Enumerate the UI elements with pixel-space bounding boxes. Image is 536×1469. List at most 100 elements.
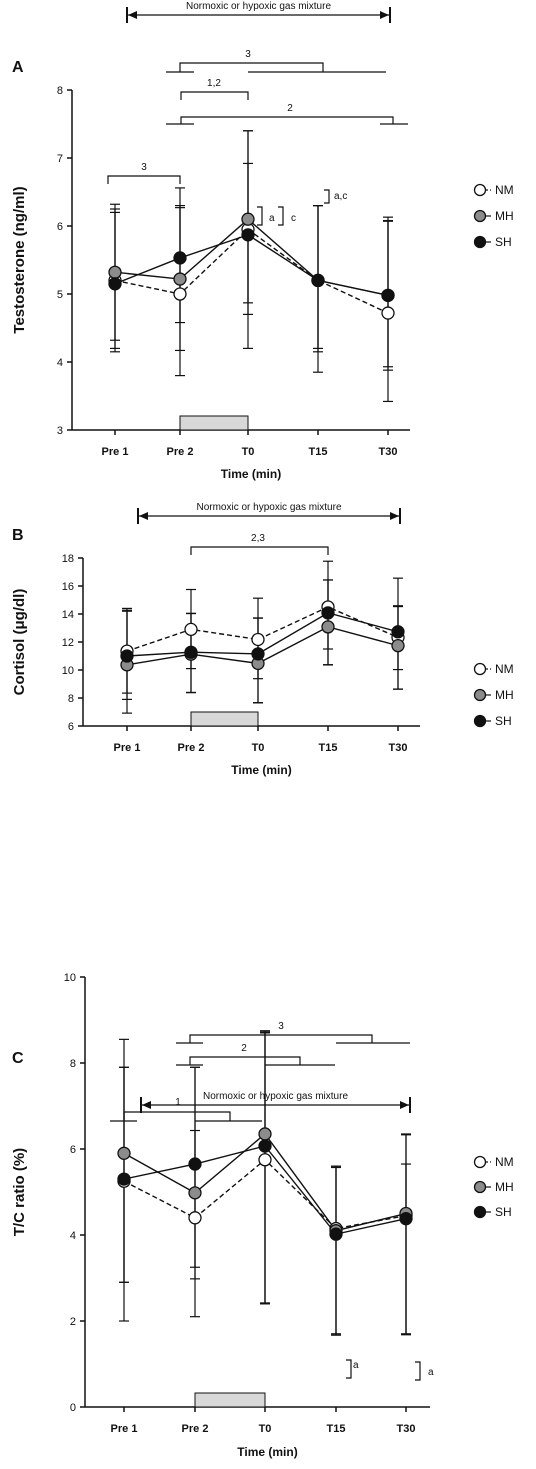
gas-mixture-label: Normoxic or hypoxic gas mixture bbox=[203, 1091, 348, 1102]
legend-marker bbox=[473, 209, 487, 223]
data-point-nm bbox=[184, 622, 198, 637]
y-tick-label: 16 bbox=[62, 581, 74, 593]
legend-item-sh: SH bbox=[473, 235, 512, 249]
panel-label: A bbox=[12, 59, 24, 76]
legend-item-nm: NM bbox=[473, 662, 514, 676]
bracket-label: 1,2 bbox=[207, 78, 221, 89]
significance-bracket: 2 bbox=[166, 103, 408, 125]
gas-mixture-bar: Normoxic or hypoxic gas mixture bbox=[137, 502, 401, 524]
x-tick-label: T0 bbox=[259, 1423, 272, 1435]
legend-marker bbox=[473, 235, 487, 249]
x-tick-label: T15 bbox=[319, 742, 338, 754]
data-point-nm bbox=[188, 1211, 202, 1225]
bracket-label: 2 bbox=[241, 1043, 247, 1054]
data-point-sh bbox=[108, 277, 122, 291]
data-point-sh bbox=[188, 1157, 202, 1171]
significance-annotation: a bbox=[346, 1359, 359, 1379]
bracket-line bbox=[179, 62, 324, 72]
bracket-label: 3 bbox=[278, 1021, 284, 1032]
data-point-mh bbox=[258, 1127, 272, 1141]
bracket-line bbox=[107, 175, 181, 184]
data-point-sh bbox=[391, 625, 405, 639]
annotation-label: c bbox=[291, 213, 296, 224]
data-point-mh bbox=[321, 620, 335, 634]
significance-bracket: 2 bbox=[176, 1043, 335, 1066]
legend-label: NM bbox=[495, 1155, 514, 1169]
gas-mixture-bar: Normoxic or hypoxic gas mixture bbox=[140, 1091, 411, 1113]
legend-marker bbox=[473, 662, 487, 676]
legend-item-sh: SH bbox=[473, 1205, 512, 1219]
bracket-line bbox=[189, 1056, 301, 1065]
legend-item-mh: MH bbox=[473, 209, 514, 223]
data-point-sh bbox=[251, 647, 265, 661]
significance-annotation: a,c bbox=[324, 189, 347, 204]
data-point-sh bbox=[399, 1212, 413, 1226]
legend: NM MH SH bbox=[473, 183, 514, 249]
y-tick-label: 8 bbox=[70, 1058, 76, 1070]
y-tick-label: 4 bbox=[70, 1230, 76, 1242]
y-tick-label: 14 bbox=[62, 609, 74, 621]
arrow-head-right bbox=[400, 1101, 409, 1109]
y-axis-label: Testosterone (ng/ml) bbox=[11, 186, 28, 333]
significance-annotation: a bbox=[257, 206, 275, 226]
data-point-nm bbox=[251, 632, 265, 647]
significance-bracket: 3 bbox=[107, 162, 181, 184]
legend-item-mh: MH bbox=[473, 688, 514, 702]
legend-item-sh: SH bbox=[473, 714, 512, 728]
bracket-label: 2 bbox=[287, 103, 293, 114]
legend-marker bbox=[473, 1205, 487, 1219]
arrow-head-left bbox=[142, 1101, 151, 1109]
data-point-mh bbox=[188, 1186, 202, 1200]
significance-bracket: 3 bbox=[166, 49, 386, 73]
data-point-mh bbox=[241, 212, 255, 226]
legend-item-nm: NM bbox=[473, 1155, 514, 1169]
data-point-mh bbox=[391, 638, 405, 653]
gas-mixture-label: Normoxic or hypoxic gas mixture bbox=[196, 502, 341, 513]
bracket-label: 2,3 bbox=[251, 533, 265, 544]
bracket-line bbox=[190, 546, 329, 555]
panel-c: C Normoxic or hypoxic gas mixture 0 2 4 6 8 10 P… bbox=[11, 972, 514, 1459]
data-point-sh bbox=[311, 273, 325, 288]
legend-label: SH bbox=[495, 235, 512, 249]
x-tick-label: T0 bbox=[242, 446, 255, 458]
y-tick-label: 0 bbox=[70, 1402, 76, 1414]
data-point-mh bbox=[173, 272, 187, 286]
x-axis-label: Time (min) bbox=[221, 467, 281, 481]
gas-mixture-bar: Normoxic or hypoxic gas mixture bbox=[126, 1, 391, 23]
legend-label: MH bbox=[495, 688, 514, 702]
data-point-nm bbox=[381, 306, 395, 320]
exposure-box bbox=[179, 415, 249, 431]
legend-label: SH bbox=[495, 1205, 512, 1219]
y-tick-label: 8 bbox=[57, 85, 63, 97]
bracket-line bbox=[180, 116, 394, 124]
exposure-box bbox=[190, 711, 259, 727]
x-tick-label: T15 bbox=[327, 1423, 346, 1435]
arrow-head-left bbox=[139, 512, 148, 520]
x-tick-label: T0 bbox=[252, 742, 265, 754]
annotation-bracket bbox=[346, 1359, 352, 1379]
annotation-label: a bbox=[353, 1360, 359, 1371]
legend-item-mh: MH bbox=[473, 1180, 514, 1194]
legend-label: SH bbox=[495, 714, 512, 728]
series-line-nm bbox=[114, 228, 389, 314]
data-point-sh bbox=[241, 228, 255, 242]
data-point-nm bbox=[173, 287, 187, 301]
data-point-sh bbox=[321, 606, 335, 620]
legend-label: MH bbox=[495, 1180, 514, 1194]
bracket-label: 3 bbox=[245, 49, 251, 60]
gas-mixture-label: Normoxic or hypoxic gas mixture bbox=[186, 1, 331, 12]
y-tick-label: 7 bbox=[57, 153, 63, 165]
y-tick-label: 10 bbox=[64, 972, 76, 984]
bracket-label: 1 bbox=[175, 1097, 181, 1108]
y-tick-label: 6 bbox=[57, 221, 63, 233]
legend-marker bbox=[473, 183, 487, 197]
annotation-bracket bbox=[415, 1361, 421, 1381]
significance-bracket: 2,3 bbox=[190, 533, 329, 555]
x-tick-label: Pre 2 bbox=[167, 446, 194, 458]
significance-bracket: 1,2 bbox=[180, 78, 249, 100]
x-tick-label: T30 bbox=[379, 446, 398, 458]
error-bar-sh bbox=[401, 1134, 411, 1336]
x-tick-label: Pre 1 bbox=[114, 742, 141, 754]
y-tick-label: 6 bbox=[68, 721, 74, 733]
